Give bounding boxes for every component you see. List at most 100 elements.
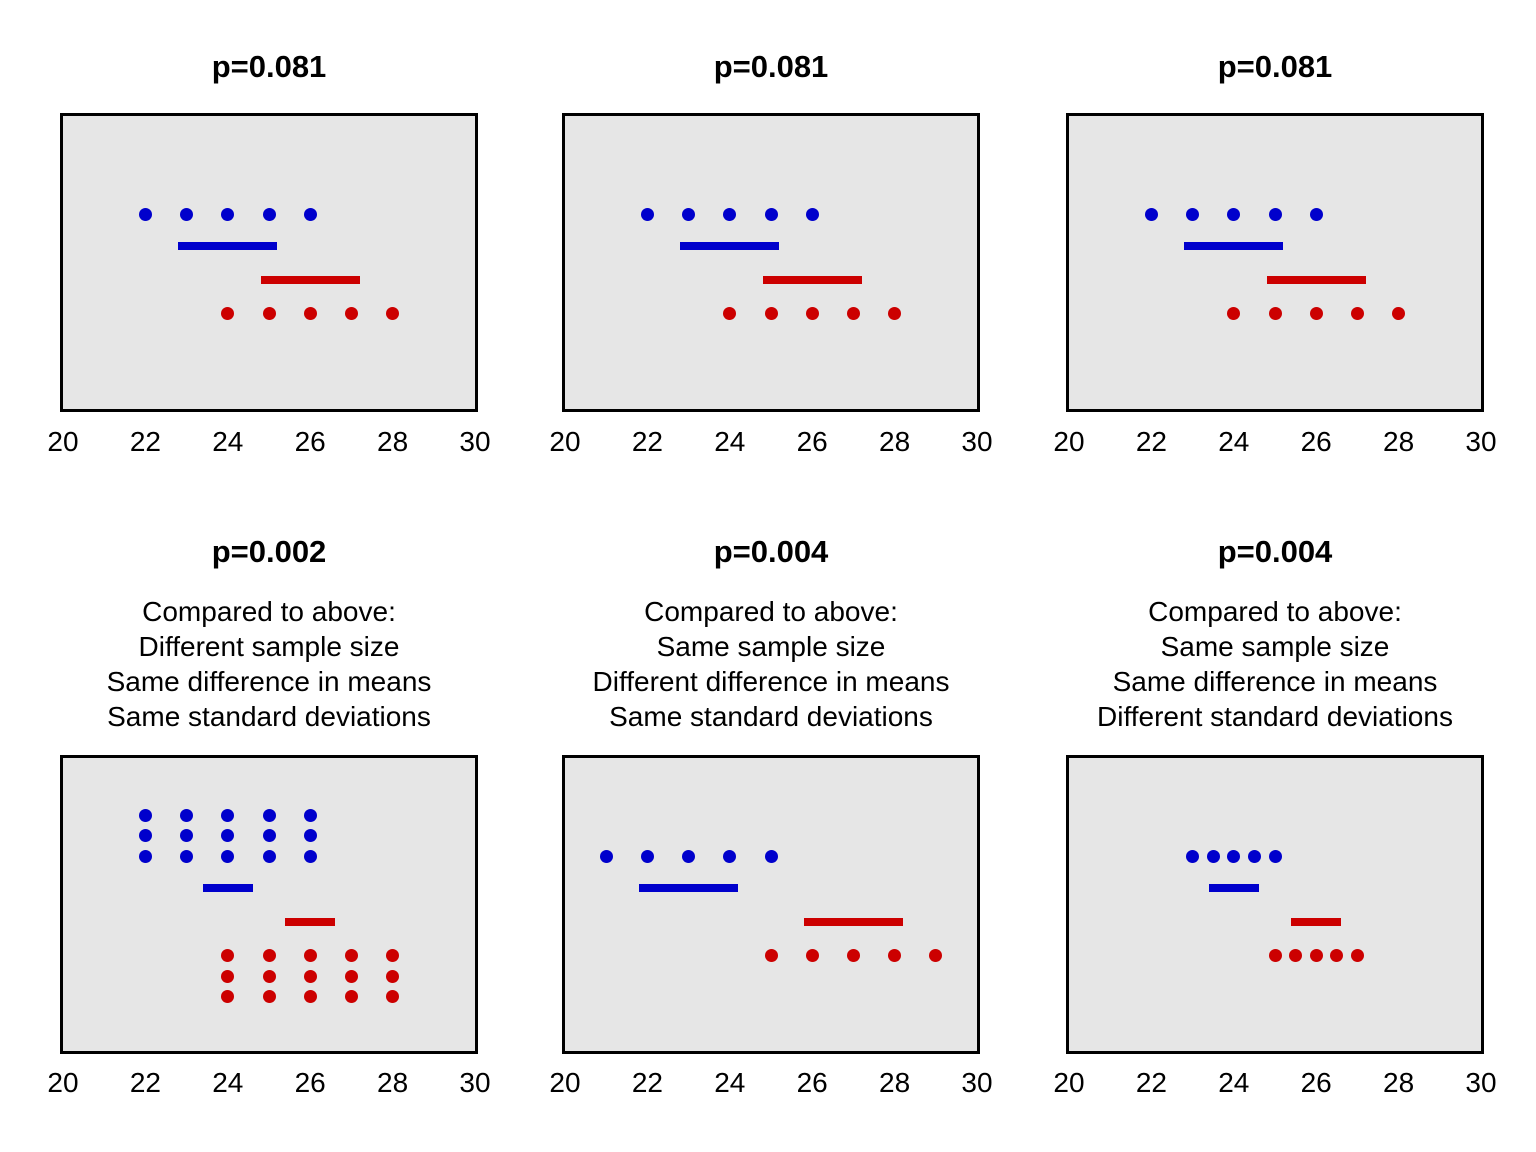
data-dot-red bbox=[221, 969, 235, 983]
mean-line-blue bbox=[178, 242, 278, 251]
data-dot-red bbox=[723, 307, 737, 321]
axis-tick-label: 30 bbox=[459, 426, 491, 457]
axis-tick-label: 26 bbox=[1300, 1067, 1332, 1098]
data-dot-red bbox=[1227, 307, 1241, 321]
data-dot-red bbox=[1350, 307, 1364, 321]
panel-note: Compared to above: bbox=[142, 596, 396, 627]
data-dot-red bbox=[888, 307, 902, 321]
mean-line-blue bbox=[203, 884, 253, 893]
data-dot-red bbox=[303, 969, 317, 983]
data-dot-blue bbox=[1186, 207, 1200, 221]
data-dot-blue bbox=[1268, 849, 1282, 863]
data-dot-blue bbox=[723, 207, 737, 221]
panel-note: Same difference in means bbox=[1112, 666, 1438, 697]
axis-tick-label: 22 bbox=[1135, 1067, 1167, 1098]
axis-tick-label: 28 bbox=[377, 1067, 409, 1098]
axis-tick-label: 30 bbox=[1465, 1067, 1497, 1098]
axis-tick-label: 22 bbox=[129, 1067, 161, 1098]
panel-note: Different sample size bbox=[138, 631, 400, 662]
data-dot-blue bbox=[138, 849, 152, 863]
data-dot-red bbox=[1392, 307, 1406, 321]
data-dot-red bbox=[262, 989, 276, 1003]
data-dot-red bbox=[344, 949, 358, 963]
data-dot-red bbox=[262, 307, 276, 321]
data-dot-red bbox=[805, 307, 819, 321]
data-dot-red bbox=[386, 949, 400, 963]
data-dot-red bbox=[386, 969, 400, 983]
panel-title: p=0.004 bbox=[1217, 534, 1333, 569]
data-dot-blue bbox=[682, 207, 696, 221]
mean-line-red bbox=[803, 918, 903, 927]
axis-tick-label: 20 bbox=[47, 1067, 79, 1098]
axis-tick-label: 28 bbox=[879, 426, 911, 457]
data-dot-blue bbox=[682, 849, 696, 863]
panel-note: Different difference in means bbox=[592, 666, 950, 697]
data-dot-blue bbox=[764, 849, 778, 863]
data-dot-red bbox=[1350, 949, 1364, 963]
data-dot-blue bbox=[262, 829, 276, 843]
mean-line-red bbox=[285, 918, 335, 927]
plot-box bbox=[1066, 113, 1484, 412]
mean-line-blue bbox=[1209, 884, 1259, 893]
axis-tick-label: 26 bbox=[294, 1067, 326, 1098]
data-dot-blue bbox=[138, 809, 152, 823]
data-dot-blue bbox=[723, 849, 737, 863]
axis-tick-label: 22 bbox=[631, 426, 663, 457]
data-dot-blue bbox=[180, 829, 194, 843]
data-dot-red bbox=[929, 949, 943, 963]
axis-tick-label: 30 bbox=[961, 1067, 993, 1098]
data-dot-red bbox=[846, 307, 860, 321]
axis-tick-label: 24 bbox=[714, 426, 746, 457]
panel-note: Different standard deviations bbox=[1097, 701, 1453, 732]
data-dot-red bbox=[344, 989, 358, 1003]
data-dot-red bbox=[764, 949, 778, 963]
axis-tick-label: 30 bbox=[1465, 426, 1497, 457]
data-dot-red bbox=[386, 307, 400, 321]
data-dot-red bbox=[344, 969, 358, 983]
mean-line-red bbox=[1266, 276, 1366, 285]
axis-tick-label: 28 bbox=[377, 426, 409, 457]
data-dot-red bbox=[221, 949, 235, 963]
data-dot-blue bbox=[1144, 207, 1158, 221]
data-dot-blue bbox=[221, 809, 235, 823]
mean-line-red bbox=[1291, 918, 1341, 927]
plot-box bbox=[562, 113, 980, 412]
data-dot-blue bbox=[1227, 849, 1241, 863]
axis-tick-label: 28 bbox=[1383, 1067, 1415, 1098]
panel-title: p=0.081 bbox=[211, 49, 327, 84]
panel-title: p=0.002 bbox=[211, 534, 327, 569]
data-dot-blue bbox=[1206, 849, 1220, 863]
panel-note: Same sample size bbox=[656, 631, 886, 662]
data-dot-blue bbox=[805, 207, 819, 221]
data-dot-blue bbox=[1268, 207, 1282, 221]
axis-tick-label: 24 bbox=[714, 1067, 746, 1098]
data-dot-blue bbox=[303, 849, 317, 863]
axis-tick-label: 20 bbox=[1053, 426, 1085, 457]
panel-note: Same sample size bbox=[1160, 631, 1390, 662]
data-dot-blue bbox=[1227, 207, 1241, 221]
data-dot-red bbox=[262, 969, 276, 983]
axis-tick-label: 28 bbox=[879, 1067, 911, 1098]
panel-title: p=0.081 bbox=[1217, 49, 1333, 84]
data-dot-blue bbox=[1247, 849, 1261, 863]
plot-box bbox=[60, 113, 478, 412]
data-dot-blue bbox=[640, 207, 654, 221]
data-dot-red bbox=[303, 307, 317, 321]
axis-tick-label: 20 bbox=[549, 426, 581, 457]
axis-tick-label: 28 bbox=[1383, 426, 1415, 457]
mean-line-red bbox=[762, 276, 862, 285]
data-dot-red bbox=[386, 989, 400, 1003]
data-dot-blue bbox=[138, 829, 152, 843]
panel-title: p=0.004 bbox=[713, 534, 829, 569]
data-dot-blue bbox=[138, 207, 152, 221]
data-dot-red bbox=[344, 307, 358, 321]
axis-tick-label: 20 bbox=[1053, 1067, 1085, 1098]
data-dot-red bbox=[1330, 949, 1344, 963]
data-dot-blue bbox=[221, 849, 235, 863]
data-dot-red bbox=[805, 949, 819, 963]
panel-note: Compared to above: bbox=[1148, 596, 1402, 627]
mean-line-blue bbox=[680, 242, 780, 251]
data-dot-blue bbox=[764, 207, 778, 221]
data-dot-red bbox=[1289, 949, 1303, 963]
data-dot-red bbox=[1268, 949, 1282, 963]
